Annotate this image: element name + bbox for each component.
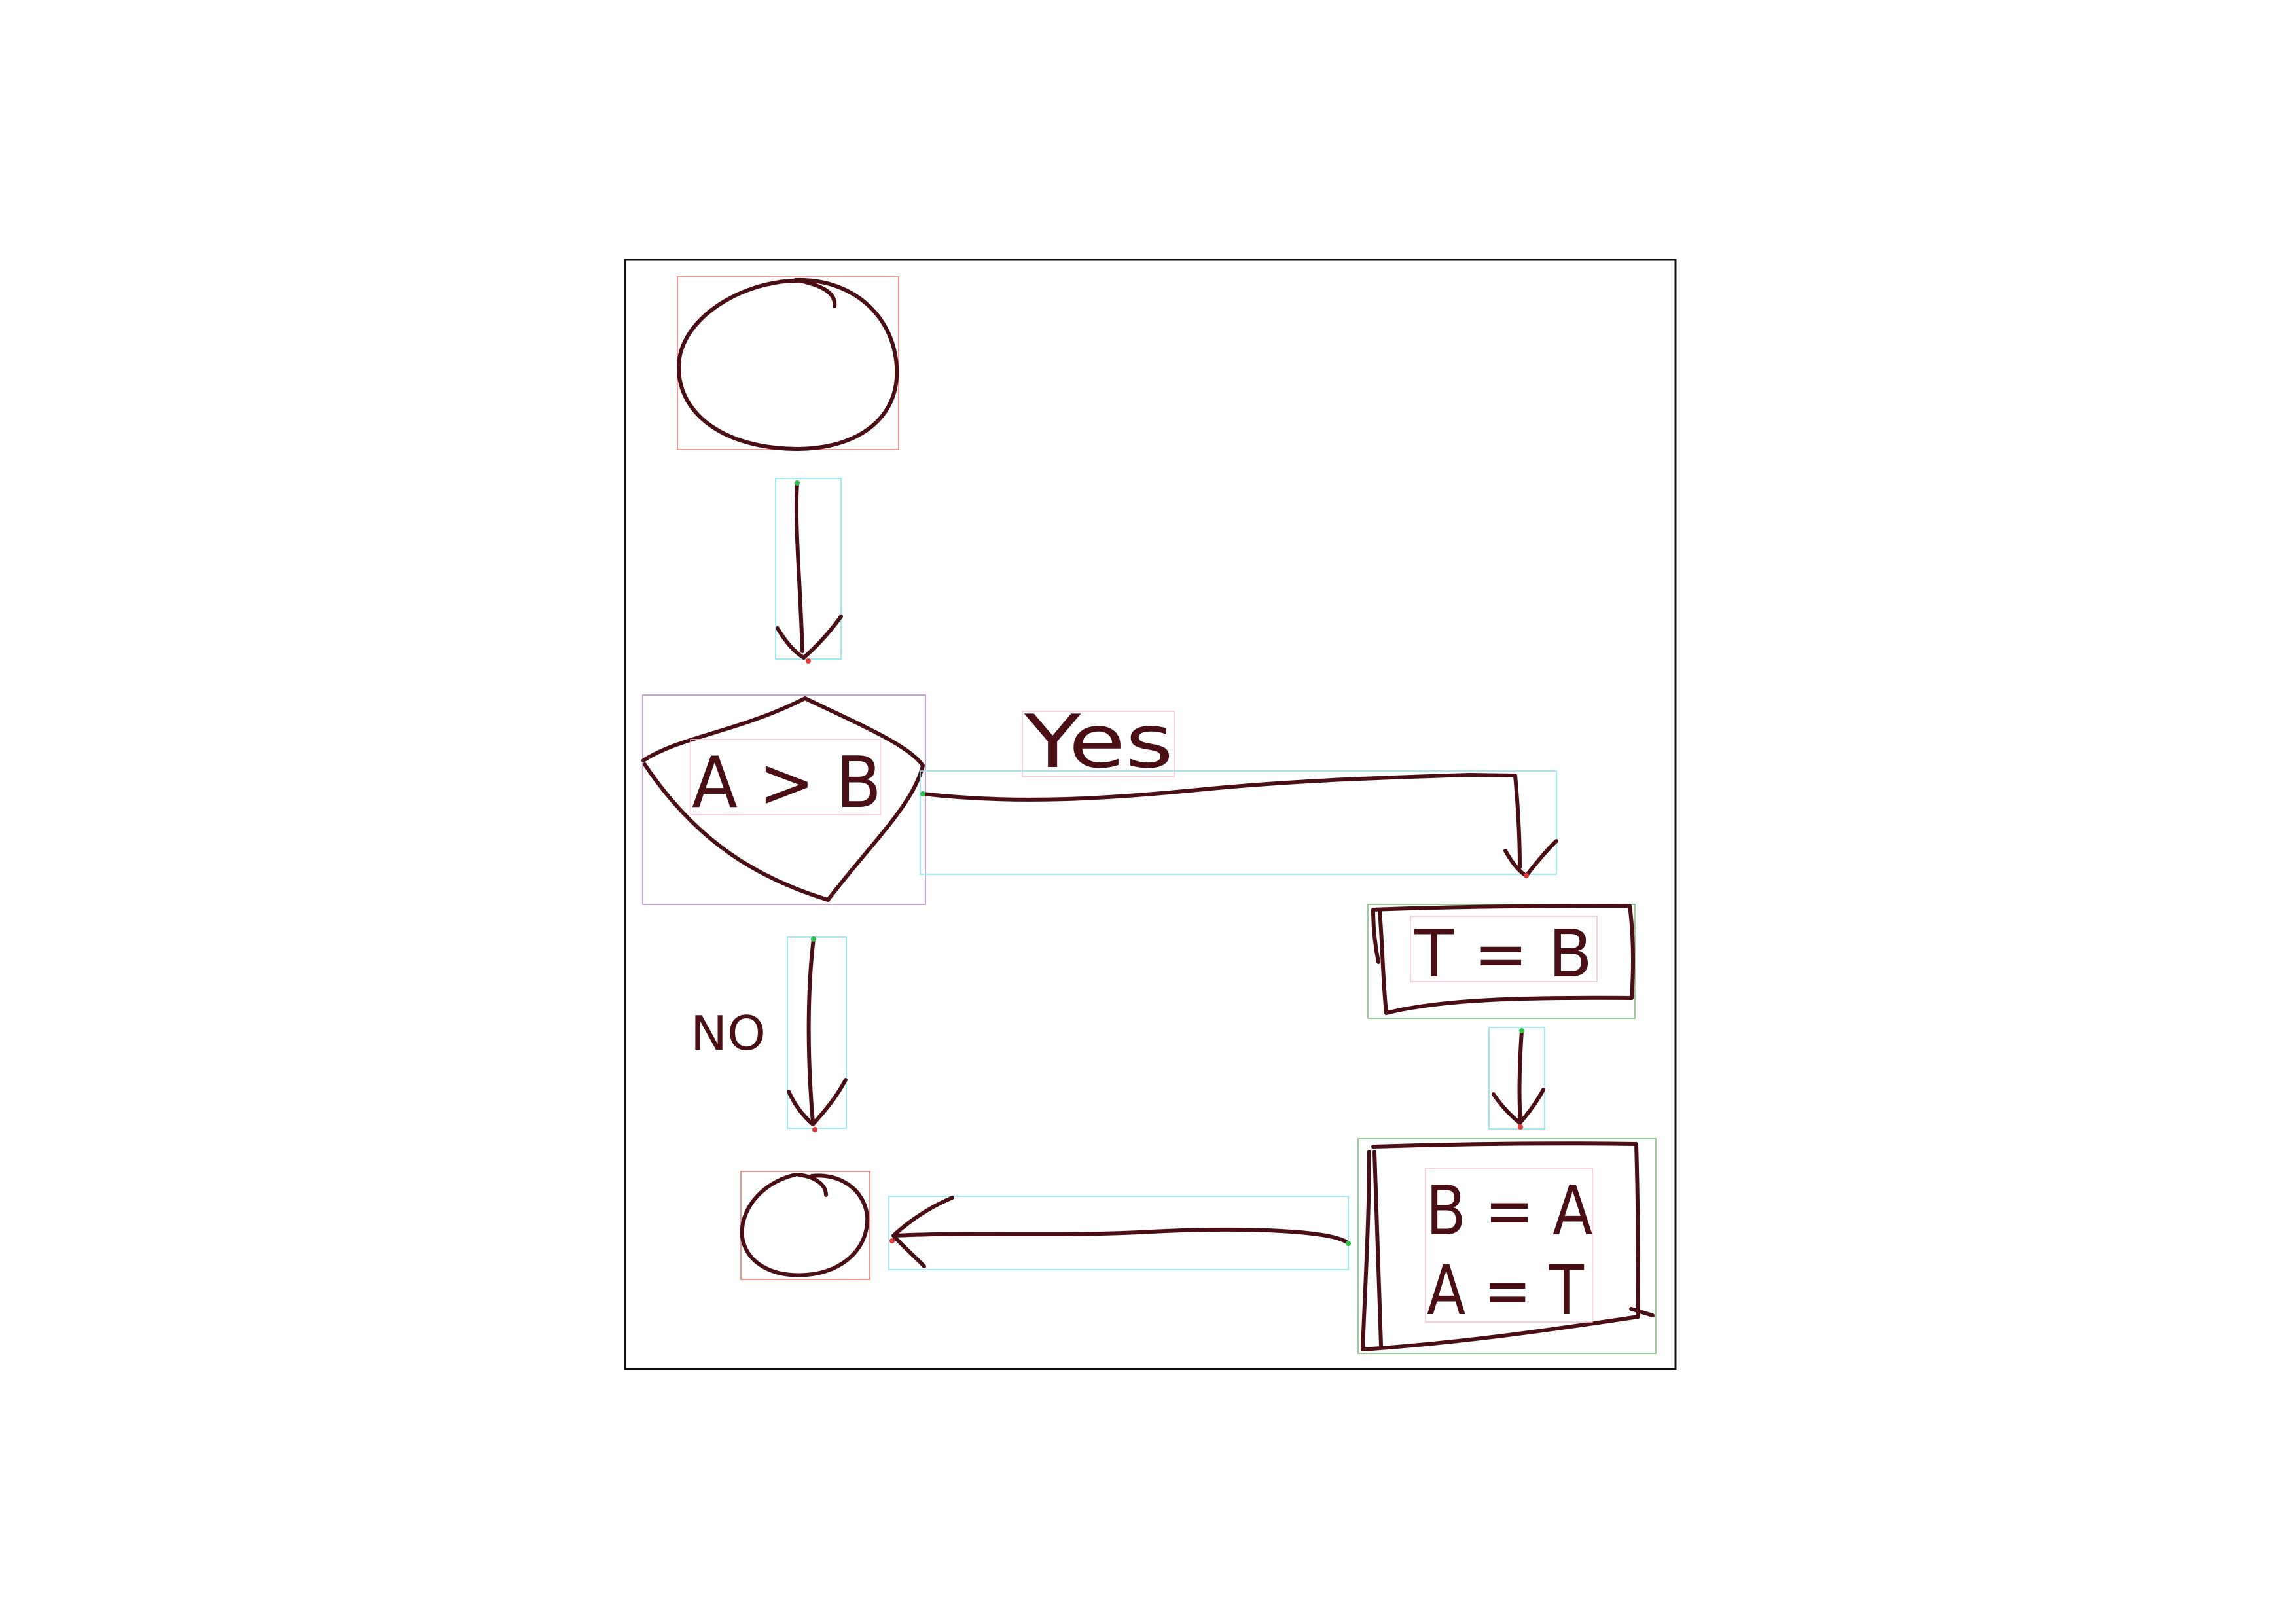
arrow-head-point (1518, 1124, 1523, 1130)
end-terminal-shape (740, 1173, 870, 1277)
decision-bbox (642, 694, 926, 905)
diagram-frame (624, 259, 1677, 1370)
arrow-head (891, 1196, 954, 1268)
process2-bbox (1357, 1138, 1657, 1354)
yes-label-bbox (1022, 711, 1175, 777)
arrow-head (1492, 1088, 1545, 1125)
process2-label-line2: A = T (1427, 1251, 1584, 1330)
arrow-head (776, 615, 843, 660)
arrow-shaft (794, 481, 804, 653)
end-terminal-node (740, 1171, 870, 1280)
arrow-process2-to-end (888, 1196, 1351, 1270)
process1-label-bbox (1410, 916, 1598, 982)
yes-edge-label: Yes (1024, 700, 1174, 785)
arrow-head (787, 1078, 848, 1126)
arrow-head-point (1524, 873, 1529, 878)
arrow-bbox (888, 1196, 1349, 1270)
arrow-decision-to-process1 (920, 770, 1558, 878)
arrow-shaft (921, 773, 1522, 869)
decision-shape (641, 696, 925, 902)
process2-shape (1361, 1141, 1655, 1351)
process2-label-line1: B = A (1426, 1171, 1593, 1251)
process1-label: T = B (1414, 916, 1592, 992)
no-edge-label: NO (691, 1006, 766, 1061)
decision-label: A > B (692, 742, 882, 824)
arrow-tail-point (795, 480, 800, 486)
arrow-decision-to-end (787, 936, 848, 1132)
process2-label-bbox (1425, 1168, 1593, 1323)
arrow-shaft (806, 937, 816, 1124)
process1-shape (1371, 904, 1635, 1015)
arrow-tail-point (1346, 1241, 1351, 1246)
arrow-bbox (920, 770, 1557, 875)
arrow-head-point (889, 1238, 895, 1243)
arrow-head (1503, 839, 1558, 878)
arrow-head-point (806, 658, 811, 664)
arrow-shaft (1517, 1029, 1524, 1122)
arrow-tail-point (920, 791, 925, 796)
arrow-start-to-decision (775, 478, 843, 664)
arrow-tail-point (1519, 1028, 1524, 1033)
arrow-head-point (812, 1127, 817, 1132)
arrow-shaft (893, 1228, 1350, 1245)
process1-bbox (1367, 904, 1636, 1019)
arrow-bbox (1488, 1027, 1545, 1130)
process1-node: T = B (1367, 904, 1636, 1019)
start-terminal-shape (676, 277, 899, 451)
start-terminal-node (676, 276, 899, 451)
process2-node: B = A A = T (1357, 1138, 1657, 1354)
arrow-process1-to-process2 (1488, 1027, 1545, 1130)
arrow-bbox (787, 936, 847, 1129)
decision-label-bbox (690, 739, 881, 815)
arrow-tail-point (811, 936, 816, 942)
decision-node: A > B (641, 694, 926, 905)
